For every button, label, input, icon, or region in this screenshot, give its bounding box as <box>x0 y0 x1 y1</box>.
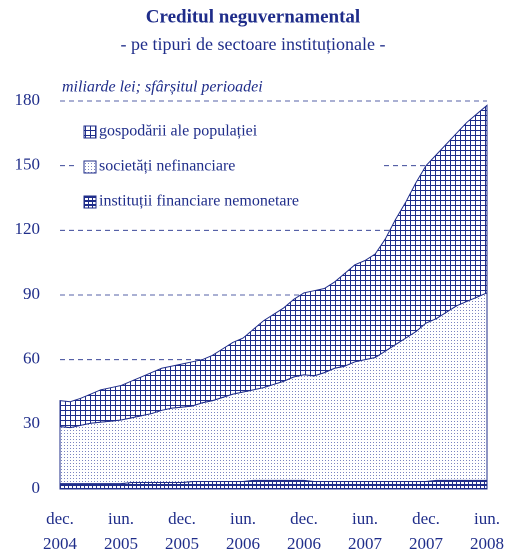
legend-background <box>76 116 381 220</box>
y-tick-label: 0 <box>32 478 41 497</box>
x-tick-label: iun. 2005 <box>104 509 138 552</box>
y-tick-label: 60 <box>23 349 40 368</box>
x-tick-label: dec. 2004 <box>43 509 78 552</box>
grid: 0 30 60 90 120 150 180 dec. 2004 iun. 2005 dec. 2005… <box>15 90 505 552</box>
y-tick-label: 180 <box>15 90 41 109</box>
x-tick-label: dec. 2007 <box>409 509 444 552</box>
legend: gospodării ale populației societăți nefin… <box>76 116 381 220</box>
area <box>59 104 488 429</box>
legend-swatch <box>83 160 97 174</box>
areas <box>59 104 488 490</box>
chart-title: Creditul neguvernamental <box>146 6 360 27</box>
y-tick-label: 90 <box>23 284 40 303</box>
x-tick-label: iun. 2008 <box>470 509 504 552</box>
legend-label: societăți nefinanciare <box>99 158 235 175</box>
y-tick-label: 30 <box>23 413 40 432</box>
legend-swatch <box>83 195 97 209</box>
y-tick-label: 120 <box>15 219 41 238</box>
legend-label: gospodării ale populației <box>99 123 258 140</box>
legend-label: instituții financiare nemonetare <box>99 193 299 210</box>
x-tick-label: iun. 2006 <box>226 509 260 552</box>
y-axis-label: miliarde lei; sfârșitul perioadei <box>62 79 263 96</box>
chart-subtitle: - pe tipuri de sectoare instituționale - <box>121 34 386 54</box>
x-tick-label: iun. 2007 <box>348 509 383 552</box>
legend-swatch <box>83 125 97 139</box>
y-tick-label: 150 <box>15 155 41 174</box>
x-tick-label: dec. 2005 <box>165 509 199 552</box>
x-tick-label: dec. 2006 <box>287 509 321 552</box>
